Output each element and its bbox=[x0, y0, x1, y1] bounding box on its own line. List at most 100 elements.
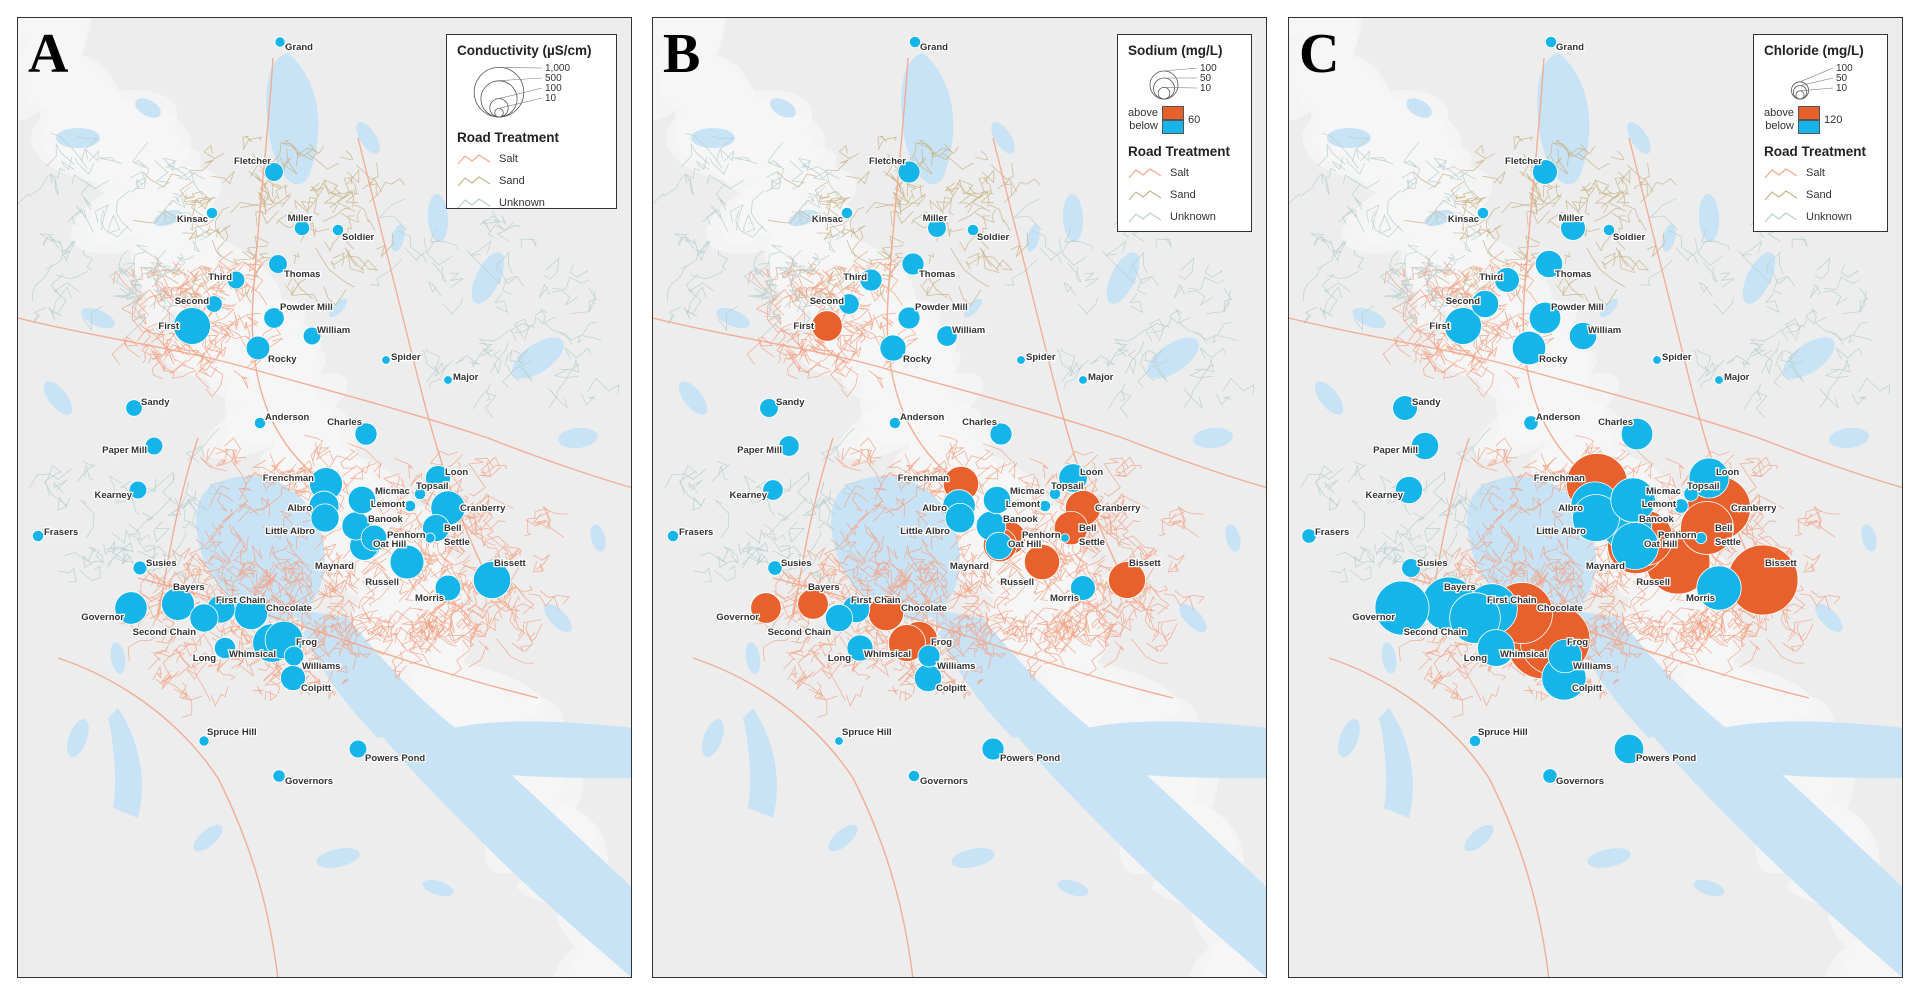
lake-marker-second bbox=[1470, 289, 1500, 319]
color-key: above below 120 bbox=[1764, 106, 1877, 134]
lake-label-governor: Governor bbox=[81, 612, 124, 623]
unknown-road-icon bbox=[1764, 212, 1798, 223]
lake-marker-little-albro bbox=[944, 502, 976, 534]
size-key-label: 1,000 bbox=[545, 63, 570, 74]
legend-chloride: Chloride (mg/L) 100 50 10 above below 120 R… bbox=[1753, 34, 1888, 232]
lake-label-frasers: Frasers bbox=[1315, 527, 1349, 538]
lake-label-frog: Frog bbox=[296, 637, 317, 648]
lake-marker-first bbox=[811, 310, 843, 342]
lake-marker-rocky bbox=[1511, 330, 1547, 366]
lake-marker-charles bbox=[354, 422, 378, 446]
sand-road-icon bbox=[1128, 190, 1162, 201]
lake-label-fletcher: Fletcher bbox=[869, 156, 906, 167]
lake-label-spruce-hill: Spruce Hill bbox=[842, 727, 892, 738]
lake-label-banook: Banook bbox=[1639, 514, 1675, 525]
lake-marker-kinsac bbox=[1476, 206, 1490, 220]
lake-marker-long bbox=[846, 634, 874, 662]
lake-label-topsail: Topsail bbox=[1687, 481, 1720, 492]
lake-marker-russell bbox=[1023, 543, 1061, 581]
lake-marker-williams bbox=[283, 645, 305, 667]
lake-label-loon: Loon bbox=[445, 467, 468, 478]
size-key-label: 10 bbox=[545, 93, 557, 104]
legend-salt-label: Salt bbox=[1806, 167, 1825, 179]
lake-label-grand: Grand bbox=[285, 42, 313, 53]
lake-marker-anderson bbox=[1523, 415, 1539, 431]
lake-label-little-albro: Little Albro bbox=[265, 526, 315, 537]
lake-label-susies: Susies bbox=[781, 558, 812, 569]
lake-label-bayers: Bayers bbox=[1444, 582, 1476, 593]
lake-label-little-albro: Little Albro bbox=[1536, 526, 1586, 537]
lake-marker-second-chain bbox=[824, 603, 854, 633]
below-swatch bbox=[1161, 120, 1184, 134]
lake-marker-soldier bbox=[1602, 223, 1616, 237]
lake-label-albro: Albro bbox=[1558, 503, 1583, 514]
lake-marker-third bbox=[1494, 267, 1520, 293]
lake-label-bell: Bell bbox=[1715, 523, 1732, 534]
lake-label-thomas: Thomas bbox=[284, 269, 320, 280]
lake-marker-major bbox=[1714, 375, 1724, 385]
lake-label-topsail: Topsail bbox=[416, 481, 449, 492]
lake-label-colpitt: Colpitt bbox=[936, 683, 967, 694]
lake-marker-kearney bbox=[128, 480, 148, 500]
lake-label-spider: Spider bbox=[1662, 352, 1692, 363]
size-key-label: 100 bbox=[1200, 63, 1217, 74]
lake-marker-lemont bbox=[1038, 499, 1052, 513]
lake-label-bissett: Bissett bbox=[1129, 558, 1162, 569]
lake-marker-william bbox=[302, 326, 322, 346]
lake-label-banook: Banook bbox=[1003, 514, 1039, 525]
lake-label-powers-pond: Powers Pond bbox=[1000, 753, 1060, 764]
panel-letter: C bbox=[1299, 23, 1340, 85]
lake-label-soldier: Soldier bbox=[342, 232, 375, 243]
lake-label-oat-hill: Oat Hill bbox=[1644, 539, 1677, 550]
map-sodium: Grand Fletcher Kinsac Miller Soldier Third Tho… bbox=[653, 18, 1266, 977]
lake-marker-long bbox=[213, 636, 237, 660]
legend-sodium: Sodium (mg/L) 100 50 10 above below 60 Road… bbox=[1117, 34, 1252, 232]
lake-marker-fletcher bbox=[264, 162, 284, 182]
lake-marker-kearney bbox=[1394, 475, 1424, 505]
lake-marker-settle bbox=[1060, 533, 1070, 543]
below-label: below bbox=[1129, 120, 1158, 132]
lake-marker-spruce-hill bbox=[1468, 734, 1482, 748]
lake-label-second-chain: Second Chain bbox=[1404, 627, 1468, 638]
lake-marker-bayers bbox=[797, 588, 829, 620]
legend-sand-label: Sand bbox=[1806, 189, 1832, 201]
lake-label-major: Major bbox=[1724, 372, 1750, 383]
lake-marker-grand bbox=[274, 36, 286, 48]
lake-label-first-chain: First Chain bbox=[1487, 595, 1537, 606]
legend-title: Chloride (mg/L) bbox=[1764, 43, 1864, 58]
size-key-label: 100 bbox=[1836, 63, 1853, 74]
legend-title: Conductivity (µS/cm) bbox=[457, 43, 592, 58]
legend-salt: Salt bbox=[1128, 162, 1241, 184]
lake-marker-governor bbox=[750, 592, 782, 624]
lake-marker-third bbox=[859, 268, 883, 292]
lake-label-grand: Grand bbox=[1556, 42, 1584, 53]
lake-label-lemont: Lemont bbox=[371, 499, 406, 510]
lake-marker-powers-pond bbox=[348, 739, 368, 759]
lake-label-frenchman: Frenchman bbox=[1534, 473, 1585, 484]
lake-marker-loon bbox=[1688, 457, 1730, 499]
lake-label-first-chain: First Chain bbox=[851, 595, 901, 606]
lake-label-loon: Loon bbox=[1716, 467, 1739, 478]
lake-marker-bissett bbox=[472, 560, 512, 600]
lake-marker-little-albro bbox=[310, 503, 340, 533]
lake-label-cranberry: Cranberry bbox=[460, 503, 506, 514]
lake-label-bell: Bell bbox=[444, 523, 461, 534]
lake-marker-frasers bbox=[31, 529, 45, 543]
lake-marker-first bbox=[173, 307, 211, 345]
lake-label-william: William bbox=[317, 325, 350, 336]
lake-marker-third bbox=[226, 270, 246, 290]
lake-marker-williams bbox=[917, 644, 941, 668]
lake-label-second: Second bbox=[1446, 296, 1481, 307]
lake-marker-micmac bbox=[1610, 477, 1656, 523]
lake-label-chocolate: Chocolate bbox=[901, 603, 947, 614]
lake-label-williams: Williams bbox=[1573, 661, 1611, 672]
lake-marker-loon bbox=[1058, 463, 1088, 493]
legend-salt: Salt bbox=[457, 148, 606, 170]
road-treatment-title: Road Treatment bbox=[1128, 144, 1231, 159]
lake-marker-governor bbox=[114, 591, 148, 625]
size-key-circle bbox=[494, 108, 504, 118]
sand-road-icon bbox=[1764, 190, 1798, 201]
lake-label-rocky: Rocky bbox=[1539, 354, 1568, 365]
